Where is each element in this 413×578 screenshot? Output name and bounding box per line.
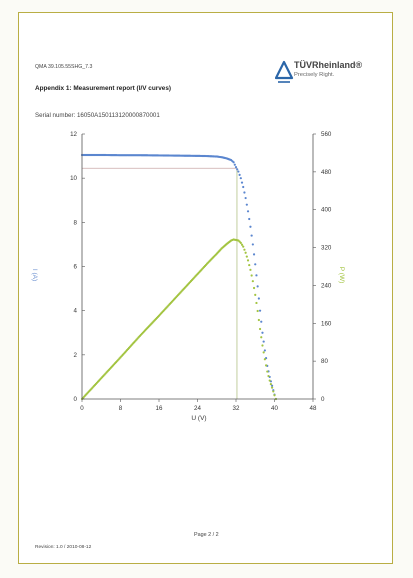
power-point xyxy=(260,336,263,339)
x-axis-label: U (V) xyxy=(191,415,206,422)
y-left-tick-label: 10 xyxy=(70,175,77,182)
y-left-tick-label: 2 xyxy=(74,352,78,359)
power-point xyxy=(239,241,242,244)
power-point xyxy=(258,327,262,331)
power-point xyxy=(264,364,268,367)
current-point xyxy=(260,320,263,323)
current-point xyxy=(254,263,257,266)
current-point xyxy=(237,170,240,173)
y-axis-left-label: I (A) xyxy=(31,269,38,281)
y-right-tick-label: 0 xyxy=(321,396,325,403)
current-point xyxy=(234,166,238,169)
current-point xyxy=(258,309,262,312)
power-point xyxy=(273,394,276,397)
power-point xyxy=(254,293,257,296)
current-point xyxy=(252,253,256,256)
y-right-tick-label: 560 xyxy=(321,131,332,138)
power-point xyxy=(262,351,265,354)
y-left-tick-label: 12 xyxy=(70,131,77,138)
power-point xyxy=(245,255,248,258)
power-point xyxy=(252,286,256,290)
current-point xyxy=(263,349,266,352)
current-point xyxy=(256,285,259,288)
current-point xyxy=(262,340,265,343)
document-id: QMA 39.105.55SHG_7.3 xyxy=(35,64,93,70)
current-point xyxy=(257,297,260,300)
x-tick-label: 48 xyxy=(310,405,317,412)
x-tick-label: 16 xyxy=(156,405,163,412)
current-point xyxy=(244,196,247,200)
y-left-tick-label: 6 xyxy=(74,264,78,271)
power-point xyxy=(248,263,251,267)
current-point xyxy=(233,163,236,166)
current-point xyxy=(245,203,248,206)
current-point xyxy=(249,225,252,228)
power-point xyxy=(269,382,272,386)
y-left-tick-label: 4 xyxy=(74,308,78,315)
power-point xyxy=(255,301,258,305)
current-point xyxy=(255,274,258,277)
power-point xyxy=(251,280,254,283)
power-point xyxy=(250,274,253,277)
power-point xyxy=(256,309,259,313)
logo-name: TÜVRheinland® xyxy=(294,60,363,70)
power-point xyxy=(267,374,270,378)
power-point xyxy=(266,370,269,373)
x-tick-label: 32 xyxy=(233,405,240,412)
y-right-tick-label: 240 xyxy=(321,282,332,289)
power-point xyxy=(246,259,250,262)
current-point xyxy=(261,331,264,334)
tuv-triangle-logo-icon xyxy=(275,60,294,83)
power-point xyxy=(268,379,271,382)
current-point xyxy=(238,173,241,176)
current-point xyxy=(250,234,253,237)
y-right-tick-label: 320 xyxy=(321,245,332,252)
current-point xyxy=(251,243,254,246)
power-point xyxy=(257,318,260,322)
y-left-tick-label: 8 xyxy=(74,219,78,226)
appendix-title: Appendix 1: Measurement report (I/V curv… xyxy=(35,85,172,92)
y-right-tick-label: 480 xyxy=(321,169,332,176)
power-point xyxy=(270,386,274,389)
logo-tagline: Precisely Right. xyxy=(294,72,335,78)
power-point xyxy=(243,248,246,251)
revision-text: Revision: 1.0 / 2010-08-12 xyxy=(35,545,92,550)
power-point xyxy=(242,245,245,248)
iv-curve-chart: 0 8 16 24 32 40 480246810120801602403204004805… xyxy=(31,131,345,422)
power-point xyxy=(272,390,275,393)
x-tick-label: 0 xyxy=(80,405,84,412)
power-point xyxy=(244,251,247,254)
current-point xyxy=(240,181,244,184)
power-point xyxy=(261,344,264,347)
y-right-tick-label: 160 xyxy=(321,320,332,327)
current-point xyxy=(246,210,250,213)
current-point xyxy=(232,161,235,164)
y-right-tick-label: 80 xyxy=(321,358,328,365)
y-right-tick-label: 400 xyxy=(321,207,332,214)
current-point xyxy=(248,217,251,221)
report-page: QMA 39.105.55SHG_7.3 Appendix 1: Measure… xyxy=(18,12,393,564)
x-tick-label: 24 xyxy=(194,405,201,412)
power-point xyxy=(249,268,252,271)
page-number: Page 2 / 2 xyxy=(194,532,219,538)
power-point xyxy=(240,243,244,246)
current-point xyxy=(236,168,239,171)
x-tick-label: 40 xyxy=(271,405,278,412)
power-point xyxy=(263,358,266,361)
current-point xyxy=(243,191,246,194)
serial-number: Serial number: 16050A150113120000870001 xyxy=(35,112,160,119)
y-left-tick-label: 0 xyxy=(74,396,78,403)
x-tick-label: 8 xyxy=(119,405,123,412)
current-point xyxy=(242,185,245,189)
y-axis-right-label: P (W) xyxy=(338,267,345,284)
current-point xyxy=(239,177,242,180)
current-point xyxy=(270,384,274,387)
